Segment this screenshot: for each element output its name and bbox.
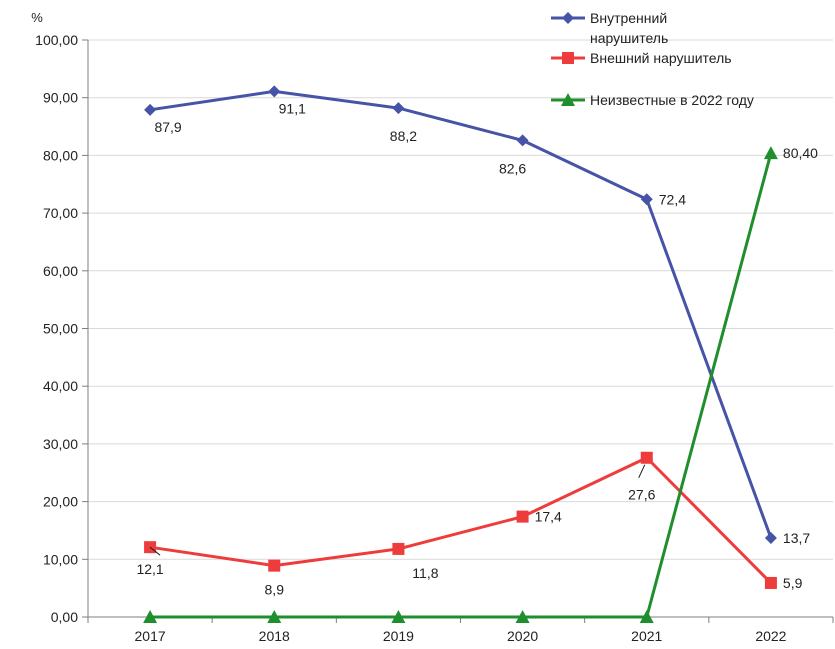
data-label: 17,4 — [535, 509, 562, 525]
y-tick-label: 0,00 — [51, 609, 78, 625]
data-label: 12,1 — [136, 561, 163, 577]
legend-label: Внешний нарушитель — [590, 50, 732, 66]
x-tick-label: 2019 — [383, 628, 414, 644]
data-label: 72,4 — [659, 191, 686, 207]
y-tick-label: 10,00 — [43, 551, 78, 567]
data-point — [764, 531, 777, 544]
y-unit-label: % — [31, 10, 43, 25]
data-label: 91,1 — [279, 100, 306, 116]
data-point — [639, 610, 654, 623]
data-point — [516, 510, 529, 523]
data-point — [764, 576, 777, 589]
label-leader-line — [638, 464, 646, 478]
y-tick-label: 30,00 — [43, 436, 78, 452]
data-point — [144, 103, 157, 116]
data-point — [391, 610, 406, 623]
data-label: 88,2 — [390, 128, 417, 144]
data-label: 80,40 — [783, 145, 818, 161]
y-tick-label: 50,00 — [43, 321, 78, 337]
y-tick-label: 100,00 — [35, 32, 78, 48]
data-point — [516, 134, 529, 147]
label-leader-line — [149, 546, 161, 556]
legend-label: Внутренний нарушитель — [590, 10, 668, 46]
y-tick-label: 60,00 — [43, 263, 78, 279]
legend-marker — [561, 93, 575, 106]
data-labels: 87,9 91,1 88,2 82,6 72,4 13,7 12,1 8,9 11,8 17,4 2… — [136, 100, 818, 597]
data-label: 27,6 — [628, 487, 655, 503]
data-point — [640, 193, 653, 206]
data-point — [143, 610, 158, 623]
x-tick-label: 2021 — [631, 628, 662, 644]
x-tick-label: 2022 — [755, 628, 786, 644]
data-label: 11,8 — [412, 565, 438, 581]
x-tick-label: 2020 — [507, 628, 538, 644]
data-label: 82,6 — [499, 160, 526, 176]
y-tick-label: 70,00 — [43, 205, 78, 221]
series-line — [149, 89, 773, 539]
series-line — [149, 456, 772, 585]
legend-label: Неизвестные в 2022 году — [590, 92, 754, 108]
data-label: 87,9 — [154, 119, 181, 135]
legend-marker — [562, 12, 574, 24]
series-group — [143, 85, 778, 623]
x-tick-label: 2018 — [259, 628, 290, 644]
data-point — [392, 102, 405, 115]
data-point — [640, 451, 653, 464]
data-point — [763, 146, 778, 160]
data-point — [515, 610, 530, 623]
x-tick-label: 2017 — [135, 628, 166, 644]
data-point — [392, 542, 405, 555]
y-tick-label: 20,00 — [43, 494, 78, 510]
y-tick-label: 80,00 — [43, 147, 78, 163]
legend-label-line: нарушитель — [590, 30, 668, 46]
y-tick-label: 40,00 — [43, 378, 78, 394]
data-label: 5,9 — [783, 575, 803, 591]
series-line — [150, 152, 773, 619]
data-point — [267, 610, 282, 623]
y-tick-label: 90,00 — [43, 90, 78, 106]
legend-marker — [562, 52, 574, 64]
data-label: 13,7 — [783, 530, 810, 546]
gridlines — [88, 39, 833, 560]
data-point — [268, 559, 281, 572]
legend: Внутренний нарушитель Внешний нарушитель Не… — [551, 10, 754, 108]
legend-label-line: Внутренний — [590, 10, 667, 26]
data-point — [268, 85, 281, 98]
data-label: 8,9 — [265, 582, 285, 598]
